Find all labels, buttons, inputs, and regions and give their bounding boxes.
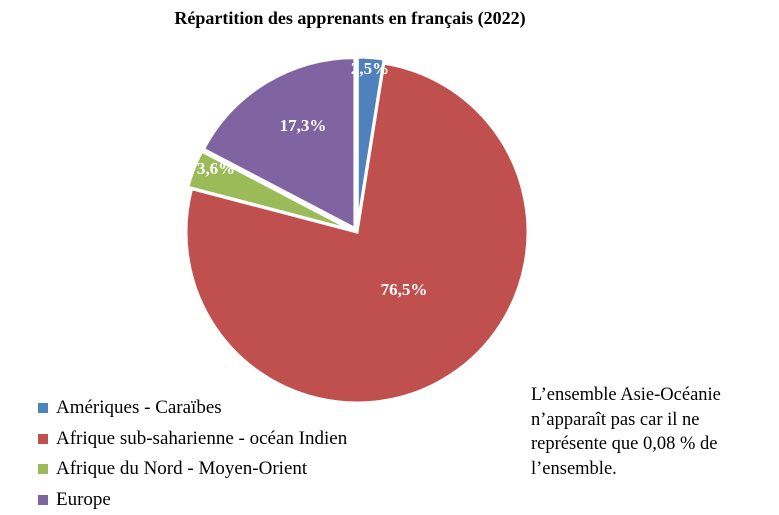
legend-swatch-afrique-du-nord [38,464,48,474]
legend-item-afrique-du-nord: Afrique du Nord - Moyen-Orient [38,454,347,485]
legend-swatch-europe [38,495,48,505]
legend-item-europe: Europe [38,485,347,515]
slice-data-label: 17,3% [280,116,327,135]
legend: Amériques - Caraïbes Afrique sub-saharie… [38,393,347,515]
legend-label: Afrique sub-saharienne - océan Indien [56,428,347,450]
annotation-note: L’ensemble Asie-Océanie n’apparaît pas c… [531,383,771,481]
legend-item-afrique-sub-saharienne: Afrique sub-saharienne - océan Indien [38,424,347,455]
slice-data-label: 76,5% [381,280,428,299]
legend-swatch-afrique-sub-saharienne [38,434,48,444]
legend-item-ameriques: Amériques - Caraïbes [38,393,347,424]
legend-label: Afrique du Nord - Moyen-Orient [56,458,307,480]
slice-data-label: 2,5% [351,59,389,78]
legend-label: Amériques - Caraïbes [56,397,222,419]
slice-data-label: 3,6% [197,159,235,178]
legend-label: Europe [56,489,111,511]
legend-swatch-ameriques [38,403,48,413]
